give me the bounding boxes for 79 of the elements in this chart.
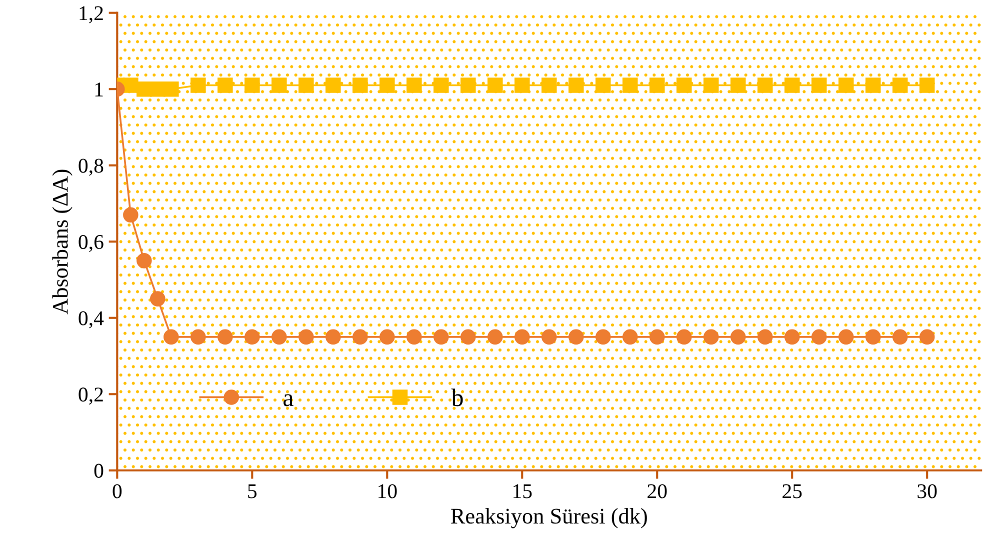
point <box>676 78 692 93</box>
point <box>326 329 341 345</box>
point <box>514 78 530 93</box>
point <box>123 207 138 223</box>
point <box>838 329 854 345</box>
point <box>757 329 773 345</box>
y-tick-label: 0,4 <box>78 311 104 328</box>
x-tick-label: 20 <box>648 484 667 498</box>
point <box>272 78 287 93</box>
point <box>352 329 368 345</box>
point <box>380 78 395 93</box>
point <box>649 329 665 345</box>
point <box>244 329 260 345</box>
point <box>865 78 881 93</box>
x-tick-label: 25 <box>782 484 802 498</box>
point <box>784 78 800 93</box>
point <box>190 78 206 93</box>
point <box>703 329 719 345</box>
point <box>190 329 206 345</box>
point <box>811 329 827 345</box>
point <box>164 329 179 345</box>
point <box>892 78 908 93</box>
point <box>568 329 584 345</box>
point <box>568 78 584 93</box>
point <box>811 78 827 93</box>
point <box>406 329 422 345</box>
point <box>298 78 314 93</box>
point <box>164 81 179 97</box>
point <box>434 78 449 93</box>
y-tick-label: 1 <box>95 82 103 96</box>
y-tick-label: 1,2 <box>80 6 103 24</box>
point <box>406 78 422 93</box>
point <box>838 78 854 93</box>
point <box>892 329 908 345</box>
point <box>919 329 935 345</box>
point <box>298 329 314 345</box>
y-tick-label: 0,8 <box>78 158 104 176</box>
legend-label: a <box>284 394 294 406</box>
y-tick-label: 0 <box>94 464 104 478</box>
point <box>352 78 368 93</box>
point <box>595 329 611 345</box>
point <box>541 329 557 345</box>
point <box>136 253 152 268</box>
point <box>460 78 476 93</box>
point <box>218 78 233 93</box>
point <box>622 78 638 93</box>
x-tick-label: 0 <box>112 484 122 498</box>
x-tick-label: 15 <box>514 484 532 498</box>
point <box>380 329 395 345</box>
x-tick-label: 10 <box>378 484 397 498</box>
x-axis-title: Reaksiyon Süresi (dk) <box>451 508 647 528</box>
x-tick-label: 30 <box>918 484 937 498</box>
point <box>487 329 503 345</box>
point <box>757 78 773 93</box>
point <box>622 329 638 345</box>
point <box>919 78 935 93</box>
point <box>865 329 881 345</box>
point <box>244 78 260 93</box>
point <box>326 78 341 93</box>
point <box>514 329 530 345</box>
point <box>595 78 611 93</box>
y-tick-label: 0,6 <box>78 234 104 252</box>
y-axis-title: Absorbans (ΔA) <box>52 170 72 314</box>
point <box>703 78 719 93</box>
y-tick-label: 0,2 <box>78 388 103 405</box>
point <box>487 78 503 93</box>
point <box>272 329 287 345</box>
point <box>649 78 665 93</box>
x-tick-label: 5 <box>248 484 257 498</box>
point <box>460 329 476 345</box>
point <box>218 329 233 345</box>
point <box>784 329 800 345</box>
point <box>541 78 557 93</box>
point <box>730 329 746 345</box>
legend-label: b <box>451 388 463 406</box>
point <box>730 78 746 93</box>
point <box>676 329 692 345</box>
point <box>150 291 166 306</box>
point <box>434 329 449 345</box>
